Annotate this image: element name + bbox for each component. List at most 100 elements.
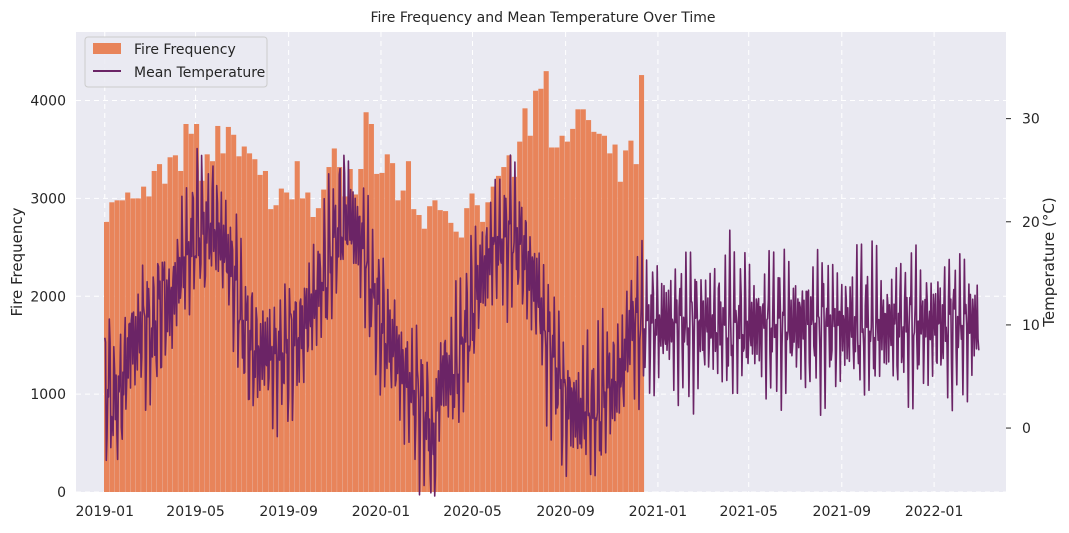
bar [522, 108, 528, 492]
bar [543, 71, 549, 493]
bar [527, 135, 533, 492]
line-series-mean-temperature [104, 147, 980, 497]
bar [172, 155, 178, 492]
bar [511, 176, 517, 492]
bar [326, 167, 332, 492]
bar [220, 153, 226, 493]
bar [517, 141, 523, 493]
bar [474, 205, 480, 492]
bar [199, 180, 205, 492]
bar [485, 202, 491, 493]
bar [358, 169, 364, 492]
bar [352, 194, 359, 492]
bar [141, 186, 147, 492]
x-tick-label: 2020-09 [536, 504, 595, 520]
bar [564, 141, 570, 493]
x-tick-label: 2021-09 [813, 504, 872, 520]
legend-box [84, 36, 268, 88]
bar [183, 124, 189, 492]
bar [405, 161, 412, 493]
x-tick-label: 2019-01 [76, 504, 135, 520]
bar [252, 159, 258, 492]
y-left-axis-label: Fire Frequency [8, 207, 26, 316]
bar [247, 153, 253, 493]
legend-swatch-fire-frequency [93, 43, 121, 54]
bar [215, 125, 221, 492]
bar [225, 126, 231, 493]
y-left-tick-label: 0 [57, 485, 66, 501]
bar [342, 196, 348, 492]
chart-title: Fire Frequency and Mean Temperature Over… [370, 10, 715, 26]
legend-label-mean-temperature: Mean Temperature [134, 65, 265, 81]
bar [321, 189, 327, 492]
bar [458, 237, 464, 492]
bar [586, 120, 592, 492]
y-left-tick-label: 1000 [30, 387, 66, 403]
bar [315, 208, 321, 492]
bar [411, 209, 417, 493]
x-tick-label: 2021-01 [629, 504, 688, 520]
bar [591, 131, 597, 493]
bar [310, 216, 316, 492]
bar [337, 167, 343, 492]
bar [209, 161, 216, 493]
bar [204, 154, 210, 492]
bar [580, 109, 586, 492]
x-tick-label: 2022-01 [905, 504, 964, 520]
bar [103, 221, 110, 492]
bar [548, 147, 555, 492]
bar [156, 164, 163, 492]
y-right-tick-label: 20 [1022, 215, 1040, 231]
bar [119, 200, 125, 492]
y-right-tick-label: 30 [1022, 112, 1040, 128]
bar [347, 169, 353, 492]
bar [421, 228, 427, 493]
x-tick-label: 2019-05 [166, 504, 225, 520]
bar [480, 221, 486, 492]
y-left-axis-ticks: 0 1000 2000 3000 4000 [30, 94, 66, 501]
bar [617, 181, 623, 492]
bar [109, 202, 115, 493]
bar [331, 148, 337, 492]
x-axis-ticks: 2019-01 2019-05 2019-09 2020-01 2020-05 2020-… [76, 504, 964, 520]
y-right-axis-label: Temperature (°C) [1040, 197, 1058, 327]
bar [464, 208, 470, 492]
bar [469, 193, 475, 492]
bar [416, 215, 422, 492]
temperature-line [104, 147, 980, 497]
bar [612, 144, 618, 492]
bar [495, 175, 502, 492]
bar [194, 124, 200, 492]
bar [400, 190, 406, 492]
y-right-tick-label: 10 [1022, 318, 1040, 334]
x-tick-label: 2020-05 [443, 504, 502, 520]
bar [596, 133, 602, 492]
bar [188, 133, 194, 492]
bar [178, 170, 184, 492]
y-left-tick-label: 4000 [30, 94, 66, 110]
bar [554, 147, 560, 492]
bar [427, 206, 433, 492]
bar [559, 135, 565, 492]
y-right-axis-ticks: 0 10 20 30 [1006, 112, 1040, 437]
bar [506, 155, 512, 492]
bar [607, 153, 613, 493]
bar [432, 200, 438, 492]
y-left-tick-label: 2000 [30, 289, 66, 305]
bar [294, 161, 300, 493]
bar [570, 128, 576, 492]
bar [490, 186, 496, 492]
bar [601, 135, 608, 492]
bar [501, 167, 507, 492]
legend-label-fire-frequency: Fire Frequency [134, 42, 236, 58]
bar [633, 164, 639, 492]
bar [114, 200, 120, 492]
legend: Fire Frequency Mean Temperature [84, 36, 268, 88]
bar [241, 146, 247, 493]
bar [575, 109, 581, 492]
y-left-tick-label: 3000 [30, 191, 66, 207]
x-tick-label: 2020-01 [352, 504, 411, 520]
y-right-tick-label: 0 [1022, 421, 1031, 437]
